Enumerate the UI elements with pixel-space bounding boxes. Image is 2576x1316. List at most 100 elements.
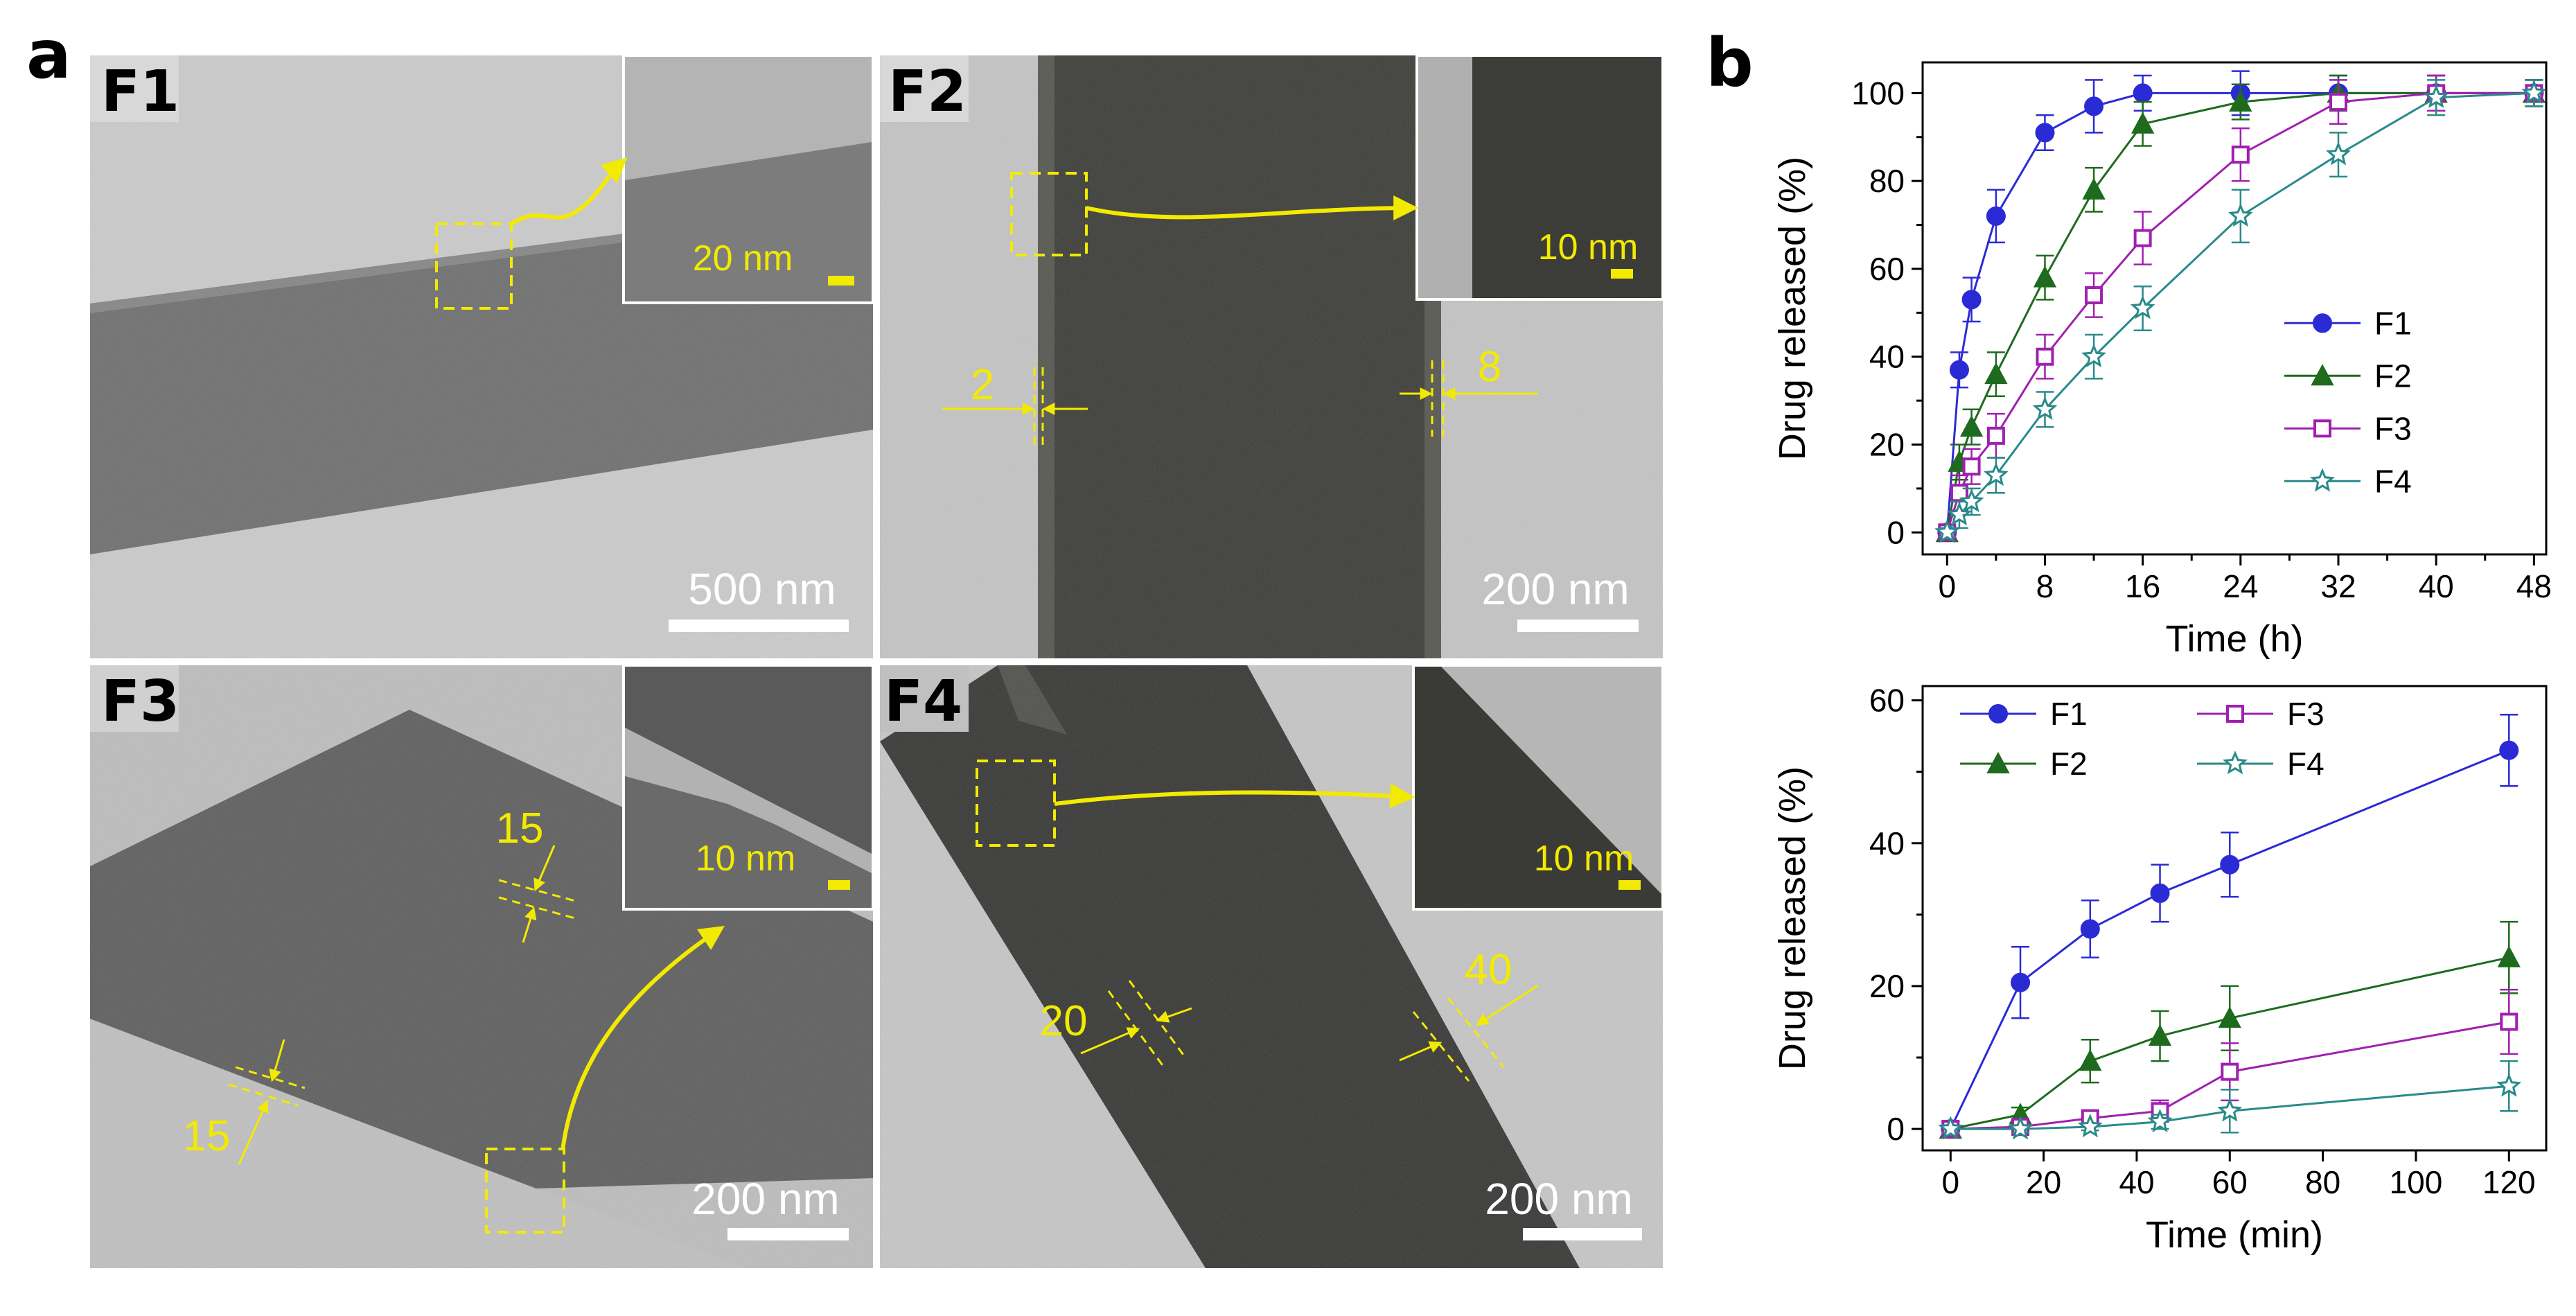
chart-hours-legend-f1-label: F1 [2374,305,2412,341]
chart-hours-legend-f3: F3 [2284,410,2412,446]
f2-scalebar [1517,620,1639,632]
chart-hours-plot-frame [1921,61,2548,556]
chart-minutes-series-f4-point [2496,1073,2522,1097]
micrograph-f1-label: F1 [101,59,179,125]
chart-hours-x-tick-label: 48 [2516,568,2552,604]
f3-scalebar-label: 200 nm [691,1174,839,1224]
micrograph-f1: F1 20 nm 500 nm [90,54,874,658]
chart-hours-series-f2-point [2082,177,2106,200]
chart-hours-series-f1-point [1961,290,1982,310]
chart-hours-series-f1-point [2084,96,2104,116]
chart-hours-series-f4-point [2521,80,2547,104]
chart-minutes-series-f2-point [2079,1049,2102,1071]
f2-scalebar-label: 200 nm [1481,564,1629,614]
chart-hours-series-f3-point [2036,347,2054,366]
chart-minutes-series-f4-point [2217,1098,2243,1122]
chart-minutes-x-tick-label: 60 [2212,1164,2248,1200]
chart-hours-x-tick-label: 0 [1938,568,1956,604]
chart-minutes-series-f2-line [1950,956,2509,1130]
chart-hours-y-tick-label: 40 [1869,339,1905,375]
chart-minutes-series-f3-line [1950,1021,2509,1130]
panel-a-letter: a [26,16,71,94]
chart-minutes-series-f1-point [2011,972,2031,992]
chart-minutes-series-f1-point [2080,919,2100,939]
chart-hours-y-tick-label: 0 [1887,514,1905,550]
chart-hours-legend-f4: F4 [2284,463,2412,499]
chart-minutes-series-f1-line [1949,749,2509,1130]
chart-hours-series-f4-point [2032,396,2058,421]
chart-minutes-y-tick-label: 60 [1869,683,1905,719]
f4-inset-scalebar [1618,880,1641,890]
chart-hours-series-f3-point [1986,426,2005,445]
chart-hours-series-f3-point [1962,457,1981,476]
chart-minutes-series-f4-point [1938,1116,1964,1140]
chart-hours-y-tick-label: 60 [1869,251,1905,287]
f1-scalebar [669,620,849,632]
chart-hours-legend-f2-swatch-marker [2311,364,2334,386]
chart-hours-series-f3-point [2133,229,2152,247]
chart-hours-x-tick-label: 8 [2036,568,2054,604]
chart-hours-x-tick-label: 16 [2125,568,2160,604]
chart-hours-series-f4-point [1946,501,1972,526]
chart-hours-y-axis-label: Drug released (%) [1772,157,1813,460]
chart-hours-series-f1-point [2133,83,2153,103]
chart-minutes-series-f2-point [2148,1024,2172,1046]
chart-hours-series-f3-point [2231,146,2250,164]
micrograph-f3: 15 15 F3 10 nm 200 nm [90,664,874,1268]
f4-inset-scalebar-label: 10 nm [1534,839,1634,879]
chart-hours-series-f2-point [2033,265,2057,288]
chart-hours-series-f4-point [2424,84,2449,108]
f3-inset-scalebar [828,880,850,890]
chart-minutes-series-f1-point [2220,854,2240,875]
chart-minutes-x-tick-label: 120 [2482,1164,2536,1200]
chart-hours-series-f1-point [2035,123,2055,143]
chart-hours-legend-f2-label: F2 [2374,358,2412,394]
chart-hours-legend-f1-swatch-marker [2313,313,2332,333]
chart-hours-x-tick-label: 32 [2320,568,2356,604]
chart-minutes-series-f3-point [2500,1012,2518,1031]
chart-hours-series-f1-point [1986,206,2006,226]
chart-minutes-series-f4-line [1950,1085,2509,1130]
f3-thickness-label-bottom: 15 [183,1112,231,1160]
f4-scalebar-label: 200 nm [1485,1174,1632,1224]
f2-inset-scalebar-label: 10 nm [1538,227,1639,267]
chart-hours-series-f4-point [2081,343,2107,368]
micrograph-f2: 2 8 F2 10 nm 200 nm [880,54,1664,658]
f4-scalebar [1523,1228,1642,1240]
chart-minutes-series-f2-point [2497,945,2521,967]
f2-thickness-label-right: 8 [1478,343,1501,391]
chart-minutes-series-f1-point [2499,740,2519,760]
chart-minutes-legend-f2-swatch-marker [1986,751,2010,773]
chart-hours-series-f4-point [1959,489,1984,513]
chart-minutes-legend-f1-swatch-marker [1988,704,2008,723]
chart-hours-series-f3-point [2329,93,2347,112]
panel-b-letter: b [1706,24,1754,102]
f2-inset-scalebar [1611,269,1633,279]
release-chart-hours: 0 8 16 24 32 40 48 0 20 40 60 80 100 Time (h) Drug rel… [1772,61,2552,660]
chart-minutes-legend-f3: F3 [2197,696,2324,732]
chart-hours-series-f2-point [2131,112,2155,134]
chart-hours-legend-f4-label: F4 [2374,463,2412,499]
chart-minutes-series-f4-point [2077,1114,2103,1138]
chart-hours-series-f4 [1934,79,2547,543]
chart-hours-legend-f4-swatch-marker [2309,468,2336,492]
chart-hours-series-f4-point [1934,519,1960,543]
f2-thickness-label-left: 2 [971,361,994,409]
chart-minutes-x-tick-label: 100 [2390,1164,2443,1200]
chart-hours-series-f3-point [2085,286,2103,304]
chart-minutes-legend-f2-label: F2 [2050,746,2088,782]
chart-minutes-legend-f4-swatch-marker [2222,751,2248,775]
chart-minutes-series-f1-point [2150,883,2170,903]
f3-scalebar [727,1228,849,1240]
chart-hours-series-f4-point [2325,141,2352,166]
chart-hours-legend-f3-swatch-marker [2313,419,2331,438]
chart-minutes-x-tick-label: 0 [1942,1164,1960,1200]
chart-hours-legend: F1 F2 F3 F4 [2284,305,2412,499]
micrograph-f4-label: F4 [884,669,962,735]
f3-inset-scalebar-label: 10 nm [696,839,796,879]
chart-minutes-legend-f3-label: F3 [2287,696,2324,732]
chart-hours-series-f2-point [2229,89,2252,112]
f4-thickness-label-left: 20 [1040,997,1088,1045]
f1-inset-scalebar-label: 20 nm [693,238,793,279]
micrograph-f4: 20 40 F4 10 nm 200 nm [880,664,1664,1268]
